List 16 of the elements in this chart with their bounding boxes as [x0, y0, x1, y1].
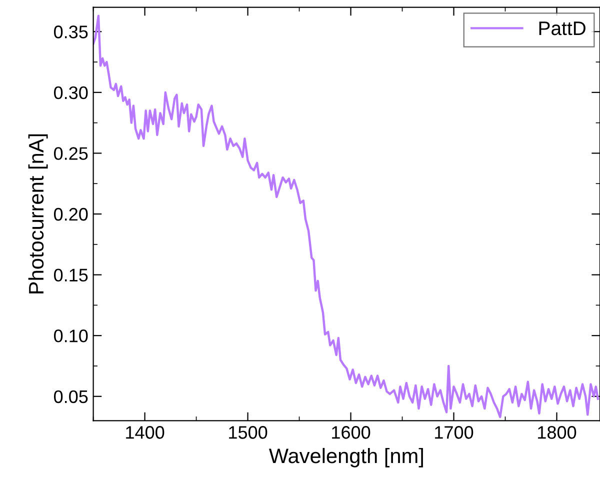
y-axis-title: Photocurrent [nA] — [28, 134, 48, 294]
y-tick-label: 0.15 — [54, 268, 88, 282]
y-tick-label: 0.35 — [54, 26, 88, 38]
line-series — [93, 14, 600, 418]
y-tick-label: 0.30 — [54, 86, 88, 100]
legend-label: PattD — [539, 22, 586, 36]
y-tick-label: 0.25 — [54, 147, 88, 160]
x-tick-label: 1400 — [126, 426, 164, 439]
x-tick-label: 1500 — [229, 426, 268, 439]
y-tick-label: 0.20 — [54, 208, 88, 221]
x-tick-label: 1600 — [332, 426, 370, 439]
y-tick-label: 0.05 — [54, 390, 88, 404]
x-tick-label: 1800 — [538, 426, 576, 439]
x-axis-title: Wavelength [nm] — [268, 448, 423, 468]
x-tick-label: 1700 — [435, 426, 474, 439]
y-tick-label: 0.10 — [54, 330, 88, 342]
